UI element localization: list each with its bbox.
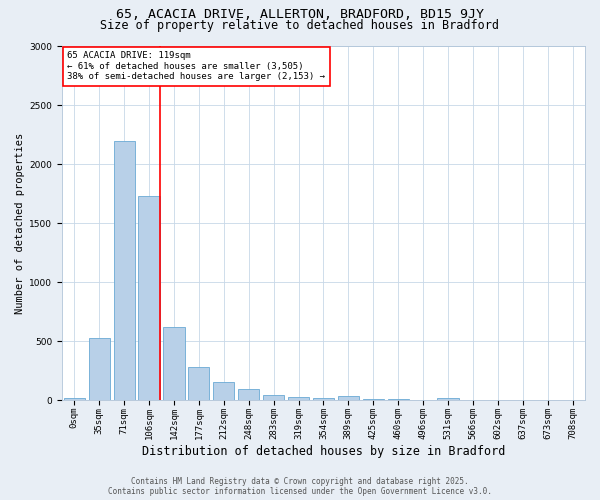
Bar	[139, 196, 160, 400]
Bar	[89, 338, 110, 400]
Bar	[362, 398, 384, 400]
Text: 65 ACACIA DRIVE: 119sqm
← 61% of detached houses are smaller (3,505)
38% of semi: 65 ACACIA DRIVE: 119sqm ← 61% of detache…	[67, 52, 325, 81]
Bar	[263, 395, 284, 400]
Bar	[64, 398, 85, 400]
Bar	[288, 397, 309, 400]
Bar	[113, 140, 135, 400]
Text: Size of property relative to detached houses in Bradford: Size of property relative to detached ho…	[101, 19, 499, 32]
Text: 65, ACACIA DRIVE, ALLERTON, BRADFORD, BD15 9JY: 65, ACACIA DRIVE, ALLERTON, BRADFORD, BD…	[116, 8, 484, 20]
Bar	[213, 382, 235, 400]
Bar	[163, 327, 185, 400]
Bar	[238, 388, 259, 400]
X-axis label: Distribution of detached houses by size in Bradford: Distribution of detached houses by size …	[142, 444, 505, 458]
Bar	[313, 398, 334, 400]
Text: Contains HM Land Registry data © Crown copyright and database right 2025.
Contai: Contains HM Land Registry data © Crown c…	[108, 476, 492, 496]
Bar	[338, 396, 359, 400]
Bar	[437, 398, 458, 400]
Y-axis label: Number of detached properties: Number of detached properties	[15, 132, 25, 314]
Bar	[188, 368, 209, 400]
